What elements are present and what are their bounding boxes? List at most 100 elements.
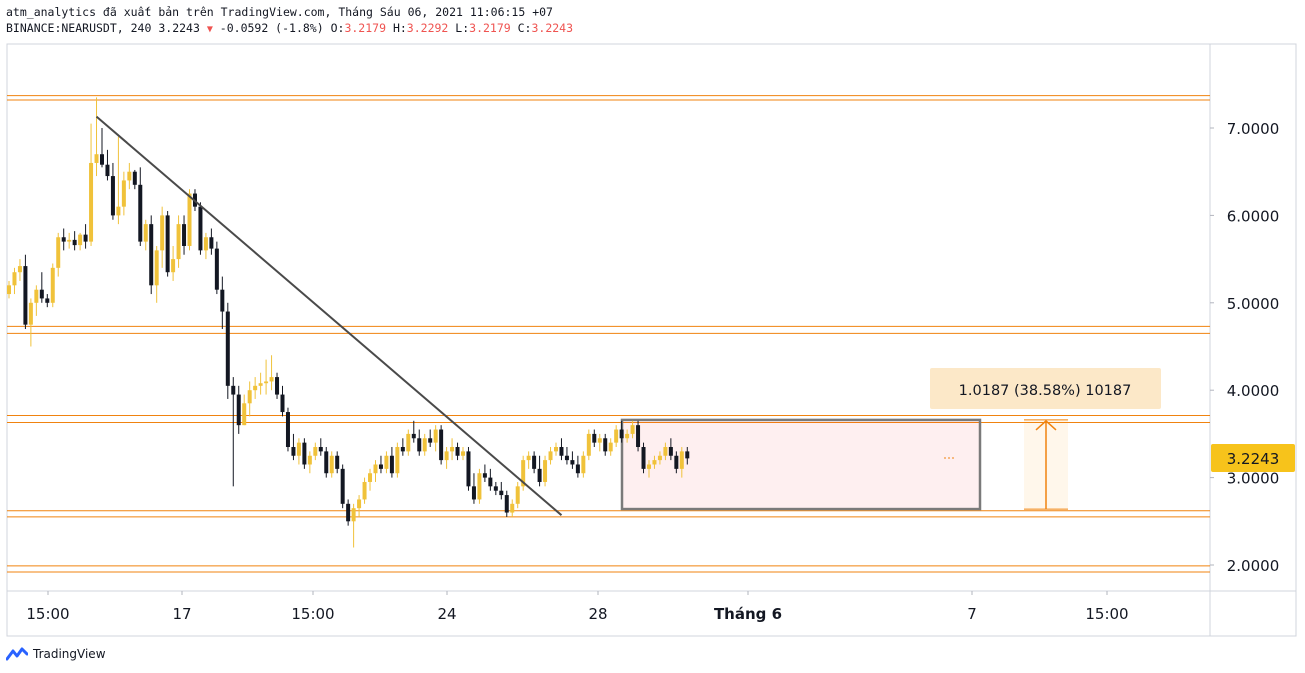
candle-body xyxy=(570,460,575,465)
candle-body xyxy=(220,289,225,312)
candle-body xyxy=(171,259,176,273)
candle-body xyxy=(575,464,580,474)
candle-body xyxy=(61,237,66,242)
current-price-label: 3.2243 xyxy=(1227,450,1280,468)
candle-body xyxy=(488,477,493,487)
candle-body xyxy=(417,438,422,452)
candle-body xyxy=(389,455,394,474)
candle-body xyxy=(23,266,28,325)
candle-body xyxy=(603,438,608,452)
candle-body xyxy=(110,176,115,216)
down-triangle-icon: ▼ xyxy=(206,24,213,35)
candle-body xyxy=(203,237,208,251)
candle-body xyxy=(455,447,460,456)
candle-body xyxy=(160,215,165,251)
candle-body xyxy=(176,224,181,260)
tradingview-logo[interactable]: TradingView xyxy=(6,647,106,661)
arrow-up-icon xyxy=(1035,419,1057,431)
publish-info: atm_analytics đã xuất bản trên TradingVi… xyxy=(6,5,553,19)
candle-body xyxy=(335,455,340,469)
candle-body xyxy=(280,394,285,413)
candle-body xyxy=(72,239,77,246)
candle-body xyxy=(422,438,427,452)
candle-body xyxy=(384,455,389,469)
x-tick-label: Tháng 6 xyxy=(714,605,782,623)
candle-body xyxy=(625,433,630,439)
candle-body xyxy=(564,455,569,461)
candle-body xyxy=(548,451,553,461)
candle-body xyxy=(285,412,290,448)
candle-body xyxy=(302,442,307,465)
x-tick-label: 24 xyxy=(437,605,456,623)
candle-body xyxy=(543,460,548,482)
candle-body xyxy=(504,495,509,513)
candle-body xyxy=(28,302,33,325)
candle-body xyxy=(439,429,444,461)
candle-body xyxy=(614,429,619,443)
candle-body xyxy=(187,193,192,246)
candle-body xyxy=(34,289,39,303)
candle-body xyxy=(143,224,148,242)
candle-body xyxy=(127,171,132,181)
candle-body xyxy=(121,180,126,207)
candle-body xyxy=(198,206,203,251)
candle-body xyxy=(521,460,526,487)
candle-body xyxy=(351,508,356,522)
candle-body xyxy=(296,442,301,456)
tradingview-brand: TradingView xyxy=(33,647,106,661)
candle-body xyxy=(231,385,236,395)
candle-body xyxy=(510,503,515,513)
candle-body xyxy=(50,267,55,303)
candle-body xyxy=(378,464,383,469)
candle-body xyxy=(395,447,400,474)
candle-body xyxy=(329,455,334,474)
candle-body xyxy=(275,377,280,395)
candle-body xyxy=(663,447,668,456)
x-tick-label: 7 xyxy=(967,605,977,623)
candle-body xyxy=(264,381,269,384)
candle-body xyxy=(461,451,466,456)
candle-body xyxy=(132,171,137,185)
measure-label: 1.0187 (38.58%) 10187 xyxy=(959,383,1132,399)
low-label: L: xyxy=(455,21,470,35)
candle-body xyxy=(357,499,362,509)
candle-body xyxy=(83,234,88,242)
candle-body xyxy=(116,206,121,216)
candle-body xyxy=(646,464,651,469)
last-price: 3.2243 xyxy=(158,21,200,35)
candle-body xyxy=(592,433,597,443)
candle-body xyxy=(608,442,613,452)
candle-body xyxy=(406,433,411,452)
downtrend-line xyxy=(95,115,563,516)
y-tick-label: 5.0000 xyxy=(1227,295,1280,313)
y-tick-label: 4.0000 xyxy=(1227,382,1280,400)
candle-body xyxy=(581,455,586,474)
candle-body xyxy=(466,451,471,487)
candle-body xyxy=(318,447,323,452)
candle-body xyxy=(657,455,662,461)
candle-body xyxy=(242,403,247,426)
candle-body xyxy=(532,455,537,469)
candle-body xyxy=(340,468,345,504)
close-value: 3.2243 xyxy=(531,21,574,35)
candle-body xyxy=(67,239,72,242)
candle-body xyxy=(346,503,351,522)
high-value: 3.2292 xyxy=(406,21,449,35)
y-tick-label: 3.0000 xyxy=(1227,470,1280,488)
candle-body xyxy=(537,468,542,482)
candle-body xyxy=(368,473,373,482)
candle-body xyxy=(362,481,367,500)
candle-body xyxy=(269,377,274,382)
candle-body xyxy=(674,455,679,469)
candle-body xyxy=(482,473,487,478)
candle-body xyxy=(679,451,684,469)
y-tick-label: 7.0000 xyxy=(1227,120,1280,138)
candle-body xyxy=(559,447,564,456)
candle-body xyxy=(499,490,504,496)
candle-body xyxy=(515,486,520,504)
candle-body xyxy=(258,383,263,386)
candle-body xyxy=(477,473,482,500)
current-price-badge xyxy=(1211,443,1295,472)
candle-body xyxy=(668,447,673,456)
